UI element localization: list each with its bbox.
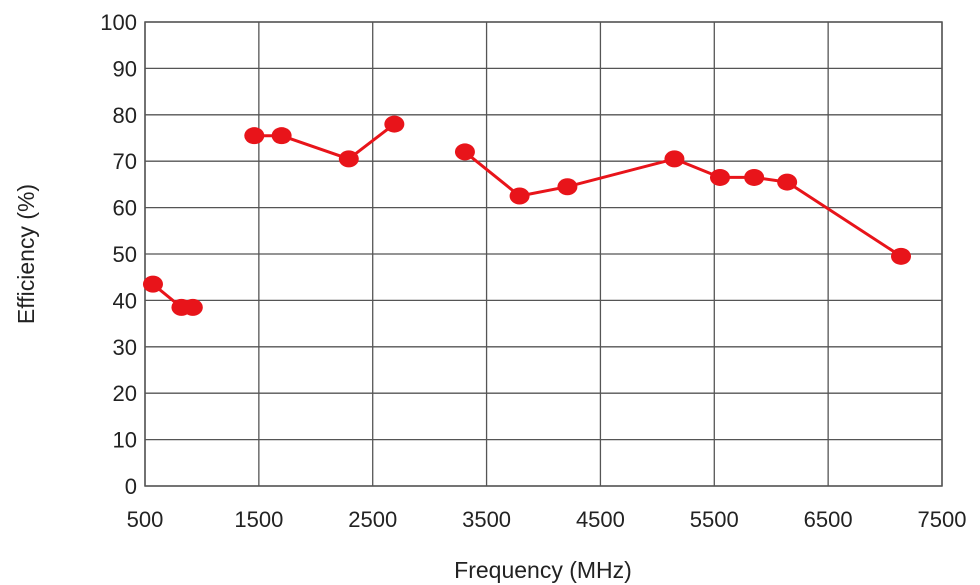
y-axis-label: Efficiency (%) (13, 184, 39, 324)
data-point (509, 187, 530, 205)
data-point (709, 168, 730, 186)
grid (144, 21, 943, 487)
data-point (384, 115, 405, 133)
data-point (271, 127, 292, 145)
x-tick-labels: 500 1500 2500 3500 4500 5500 6500 7500 (127, 507, 967, 532)
x-tick-label: 6500 (804, 507, 853, 532)
x-tick-label: 5500 (690, 507, 739, 532)
data-point (664, 150, 685, 168)
x-tick-label: 500 (127, 507, 164, 532)
x-tick-label: 3500 (462, 507, 511, 532)
y-tick-label: 40 (113, 288, 137, 313)
data-point (777, 173, 798, 191)
x-tick-label: 1500 (234, 507, 283, 532)
y-tick-label: 80 (113, 103, 137, 128)
efficiency-series (142, 115, 912, 316)
y-tick-label: 90 (113, 56, 137, 81)
data-point (182, 298, 203, 316)
data-point (744, 168, 765, 186)
y-tick-label: 30 (113, 335, 137, 360)
y-tick-label: 60 (113, 196, 137, 221)
y-tick-labels: 0 10 20 30 40 50 60 70 80 90 100 (100, 10, 137, 499)
data-point (142, 275, 163, 293)
data-point (891, 247, 912, 265)
data-point (338, 150, 359, 168)
y-tick-label: 100 (100, 10, 137, 35)
y-tick-label: 0 (125, 474, 137, 499)
data-point (557, 178, 578, 196)
x-tick-label: 7500 (918, 507, 967, 532)
x-tick-label: 2500 (348, 507, 397, 532)
y-tick-label: 10 (113, 428, 137, 453)
data-point (244, 127, 265, 145)
y-tick-label: 50 (113, 242, 137, 267)
y-tick-label: 20 (113, 381, 137, 406)
x-tick-label: 4500 (576, 507, 625, 532)
x-axis-label: Frequency (MHz) (454, 557, 632, 583)
series-line-segment (254, 122, 396, 161)
data-point (454, 143, 475, 161)
y-tick-label: 70 (113, 149, 137, 174)
